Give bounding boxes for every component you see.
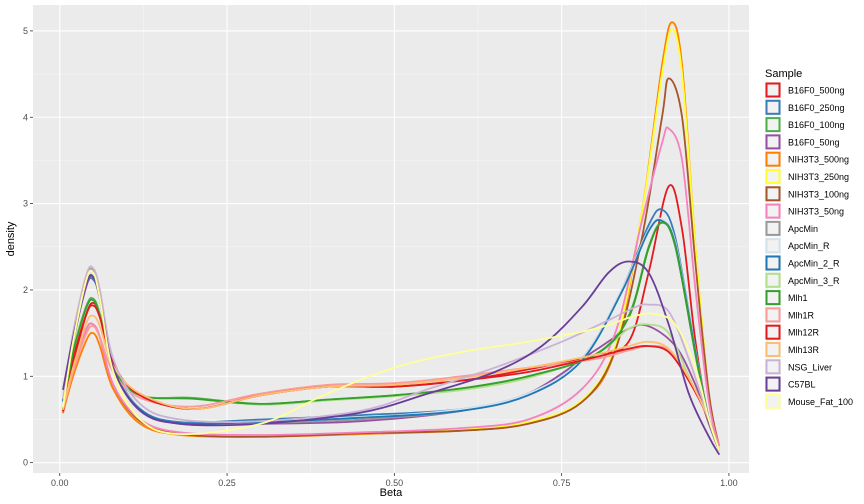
legend-label-apcmin: ApcMin — [788, 224, 818, 234]
legend-label-nih3t3-500ng: NIH3T3_500ng — [788, 155, 849, 165]
legend: Sample B16F0_500ng B16F0_250ng B16F0_100ng… — [765, 68, 853, 410]
legend-key-b16f0-50ng — [765, 133, 781, 150]
legend-key-apcmin-r — [765, 237, 781, 254]
x-tick-label: 0.00 — [51, 478, 69, 488]
series-line-mlh13r — [62, 314, 720, 451]
legend-label-apcmin-3-r: ApcMin_3_R — [788, 276, 840, 286]
legend-swatch-apcmin-3-r — [765, 272, 781, 288]
legend-label-mlh1: Mlh1 — [788, 293, 808, 303]
legend-key-nih3t3-50ng — [765, 203, 781, 220]
legend-label-b16f0-250ng: B16F0_250ng — [788, 103, 845, 113]
x-axis-ticks: 0.00 0.25 0.50 0.75 1.00 — [51, 473, 738, 488]
legend-title: Sample — [765, 68, 802, 80]
legend-swatch-mlh13r — [765, 342, 781, 357]
legend-key-apcmin — [765, 220, 781, 237]
legend-key-mlh1 — [765, 289, 781, 306]
legend-key-nih3t3-100ng — [765, 185, 781, 202]
legend-items: B16F0_500ng B16F0_250ng B16F0_100ng B16F0_5… — [765, 82, 853, 410]
legend-label-b16f0-500ng: B16F0_500ng — [788, 86, 845, 96]
y-axis-title: density — [5, 221, 17, 256]
legend-key-nih3t3-500ng — [765, 151, 781, 168]
legend-swatch-nsg-liver — [765, 359, 781, 375]
legend-key-apcmin-3-r — [765, 272, 781, 289]
legend-label-b16f0-50ng: B16F0_50ng — [788, 137, 840, 147]
legend-key-nih3t3-250ng — [765, 168, 781, 185]
legend-swatch-nih3t3-100ng — [765, 186, 781, 202]
legend-label-nih3t3-100ng: NIH3T3_100ng — [788, 189, 849, 199]
legend-key-b16f0-100ng — [765, 116, 781, 133]
series-line-mlh12r — [62, 304, 720, 451]
series-line-mlh1 — [62, 221, 720, 451]
x-tick-label: 0.50 — [386, 478, 404, 488]
legend-swatch-mlh12r — [765, 324, 781, 340]
legend-swatch-apcmin — [765, 220, 781, 236]
legend-label-apcmin-2-r: ApcMin_2_R — [788, 259, 840, 269]
legend-key-mlh1r — [765, 306, 781, 323]
y-tick-label: 0 — [23, 458, 28, 468]
legend-swatch-nih3t3-250ng — [765, 169, 781, 184]
legend-swatch-nih3t3-500ng — [765, 151, 781, 167]
legend-key-mouse-fat-100 — [765, 393, 781, 410]
series-line-mlh1r — [62, 325, 720, 451]
series-line-mouse-fat-100 — [62, 269, 720, 451]
legend-swatch-mlh1r — [765, 307, 781, 323]
legend-swatch-apcmin-2-r — [765, 255, 781, 271]
legend-swatch-b16f0-250ng — [765, 99, 781, 115]
x-tick-label: 0.75 — [553, 478, 571, 488]
x-axis-title: Beta — [380, 487, 404, 499]
legend-swatch-b16f0-50ng — [765, 134, 781, 150]
legend-label-nih3t3-50ng: NIH3T3_50ng — [788, 207, 844, 217]
legend-swatch-apcmin-r — [765, 238, 781, 254]
legend-key-mlh13r — [765, 341, 781, 358]
y-tick-label: 2 — [23, 285, 28, 295]
legend-label-nsg-liver: NSG_Liver — [788, 362, 832, 372]
legend-swatch-mlh1 — [765, 290, 781, 306]
legend-key-mlh12r — [765, 324, 781, 341]
legend-label-c57bl: C57BL — [788, 380, 816, 390]
legend-label-mlh12r: Mlh12R — [788, 328, 820, 338]
legend-key-nsg-liver — [765, 358, 781, 375]
minor-gridlines — [33, 5, 749, 473]
y-tick-label: 1 — [23, 371, 28, 381]
legend-swatch-b16f0-100ng — [765, 117, 781, 133]
legend-swatch-b16f0-500ng — [765, 82, 781, 98]
major-gridlines — [33, 5, 749, 473]
legend-label-nih3t3-250ng: NIH3T3_250ng — [788, 172, 849, 182]
legend-label-mlh1r: Mlh1R — [788, 310, 815, 320]
legend-swatch-nih3t3-50ng — [765, 203, 781, 219]
legend-key-b16f0-250ng — [765, 99, 781, 116]
y-tick-label: 5 — [23, 26, 28, 36]
y-tick-label: 4 — [23, 112, 28, 122]
legend-label-apcmin-r: ApcMin_R — [788, 241, 830, 251]
legend-label-mlh13r: Mlh13R — [788, 345, 820, 355]
x-tick-label: 1.00 — [720, 478, 738, 488]
legend-key-apcmin-2-r — [765, 255, 781, 271]
x-tick-label: 0.25 — [218, 478, 236, 488]
legend-label-b16f0-100ng: B16F0_100ng — [788, 120, 845, 130]
legend-label-mouse-fat-100: Mouse_Fat_100 — [788, 397, 853, 407]
legend-key-c57bl — [765, 376, 781, 393]
series-lines — [62, 21, 720, 455]
legend-swatch-c57bl — [765, 376, 781, 392]
y-tick-label: 3 — [23, 199, 28, 209]
legend-swatch-mouse-fat-100 — [765, 393, 781, 409]
legend-key-b16f0-500ng — [765, 82, 781, 98]
y-axis-ticks: 0 1 2 3 4 5 — [23, 26, 33, 468]
